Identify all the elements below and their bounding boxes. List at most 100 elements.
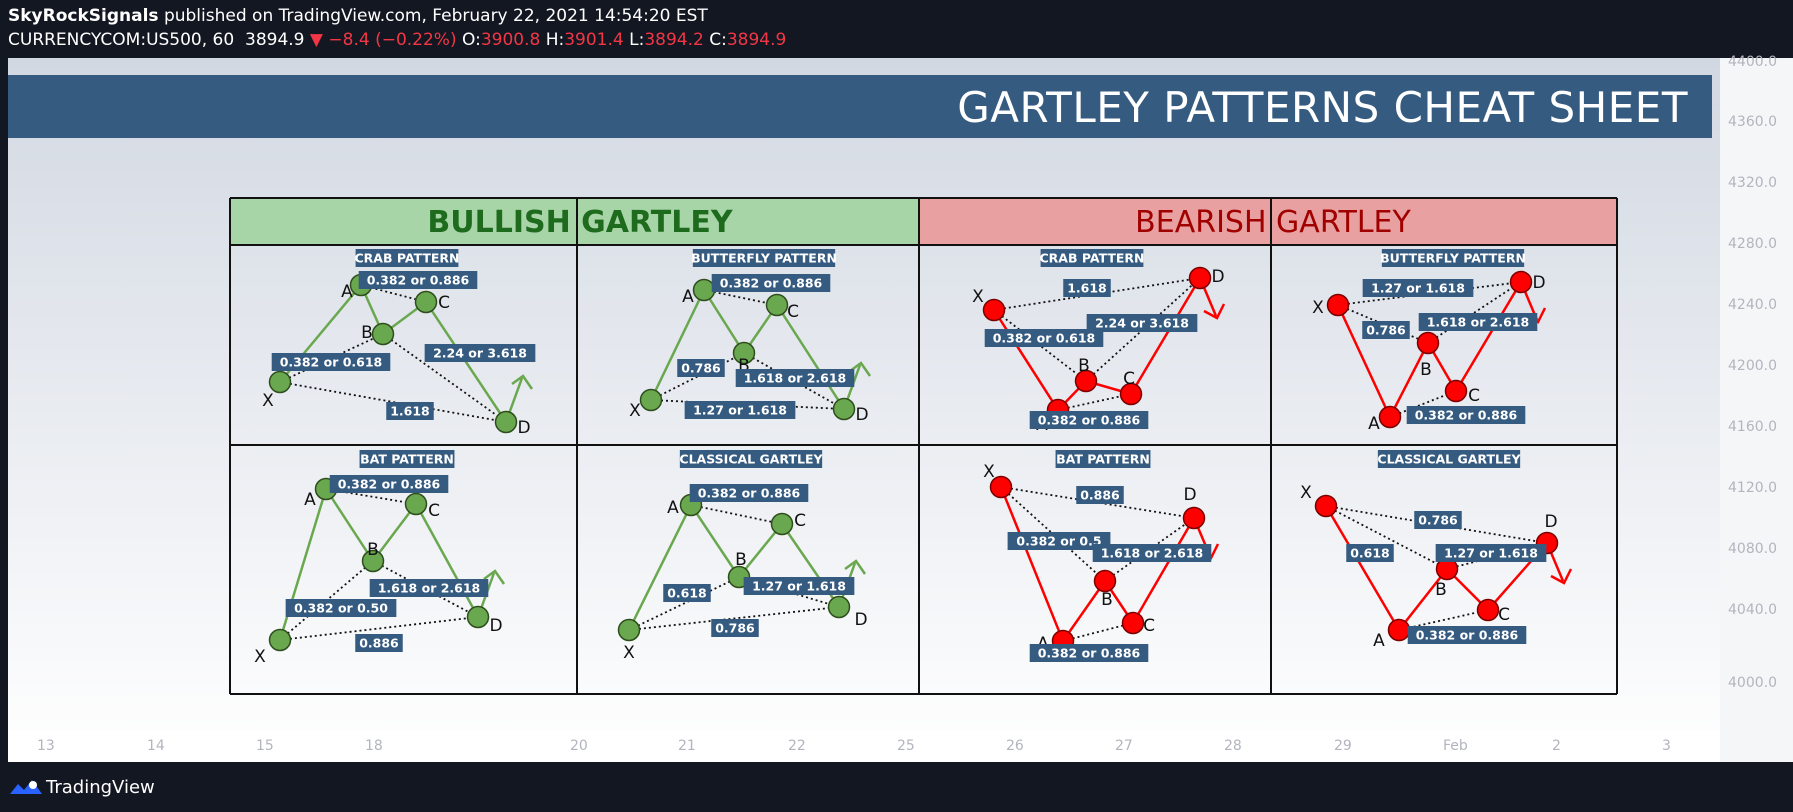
ratio-label-bg: [735, 369, 855, 387]
ratio-label-text: 0.786: [681, 361, 721, 376]
point-letter: B: [1420, 360, 1432, 380]
time-tick: 18: [365, 738, 383, 754]
close-value: 3894.9: [726, 30, 787, 50]
ratio-label-text: 0.786: [1418, 513, 1458, 528]
time-tick: 3: [1662, 738, 1671, 754]
point-letter: C: [428, 501, 440, 521]
ratio-label: 1.618 or 2.618: [1092, 544, 1212, 562]
ratio-label-bg: [329, 475, 449, 493]
footer-brand[interactable]: TradingView: [46, 777, 155, 798]
ratio-label-text: 1.27 or 1.618: [1444, 546, 1538, 561]
point-letter: A: [667, 498, 679, 518]
pattern-title-text: CRAB PATTERN: [354, 251, 459, 266]
pattern-node: [1119, 382, 1143, 406]
ratio-line: [1427, 281, 1522, 344]
ratio-label-bg: [1418, 313, 1538, 331]
ratio-label-text: 1.618 or 2.618: [744, 371, 847, 386]
pattern-node: [1182, 506, 1206, 530]
point-letter: X: [262, 391, 274, 411]
pattern-leg: [999, 486, 1196, 644]
publisher-name[interactable]: SkyRockSignals: [8, 6, 159, 26]
top-info-bar: SkyRockSignals published on TradingView.…: [0, 0, 1793, 58]
price-axis[interactable]: [1720, 58, 1793, 762]
ratio-line: [743, 352, 845, 410]
pattern-title: BAT PATTERN: [359, 450, 455, 468]
ratio-label-bg: [1092, 544, 1212, 562]
point-letter: C: [1143, 616, 1155, 636]
price-tick: 4000.0: [1728, 675, 1777, 691]
pattern-node: [1121, 611, 1145, 635]
up-arrow-icon: [511, 374, 534, 390]
ratio-line: [1337, 281, 1522, 306]
pattern-title-bg: [355, 249, 459, 267]
title-banner: GARTLEY PATTERNS CHEAT SHEET: [8, 75, 1712, 138]
point-letter: X: [623, 643, 635, 663]
ratio-label-text: 0.382 or 0.886: [367, 273, 470, 288]
symbol-label: CURRENCYCOM:US500, 60: [8, 30, 235, 50]
ratio-label-bg: [386, 402, 434, 420]
ratio-label-bg: [1362, 279, 1474, 297]
up-arrow-icon: [844, 559, 867, 575]
point-letter: D: [489, 616, 502, 636]
ratio-label-text: 0.382 or 0.886: [1415, 408, 1518, 423]
pattern-node: [732, 341, 756, 365]
point-letter: A: [304, 490, 316, 510]
pattern-title-text: CRAB PATTERN: [1039, 251, 1144, 266]
time-tick: 26: [1006, 738, 1024, 754]
ratio-label-bg: [1007, 532, 1111, 550]
point-letter: X: [972, 287, 984, 307]
ratio-label: 0.618: [663, 584, 711, 602]
ratio-label-bg: [677, 359, 725, 377]
pattern-node: [1314, 494, 1338, 518]
price-tick: 4160.0: [1728, 419, 1777, 435]
pattern-node: [1326, 293, 1350, 317]
point-letter: A: [682, 287, 694, 307]
time-tick: 2: [1552, 738, 1561, 754]
price-change: −8.4 (−0.22%): [328, 30, 457, 50]
ratio-line: [1389, 390, 1457, 418]
ratio-line: [1337, 304, 1429, 344]
ratio-label: 0.786: [677, 359, 725, 377]
pattern-node: [832, 397, 856, 421]
pattern-title-bg: [679, 450, 823, 468]
ratio-label: 2.24 or 3.618: [424, 344, 536, 362]
point-letter: D: [517, 418, 530, 438]
ratio-label: 0.382 or 0.886: [711, 274, 831, 292]
point-letter: X: [1312, 298, 1324, 318]
point-letter: D: [855, 405, 868, 425]
pattern-node: [414, 290, 438, 314]
time-axis[interactable]: [8, 730, 1720, 762]
pattern-node: [1378, 405, 1402, 429]
ratio-label-text: 0.382 or 0.618: [280, 355, 383, 370]
ratio-label: 0.382 or 0.618: [984, 329, 1104, 347]
ratio-label-text: 0.382 or 0.886: [1416, 628, 1519, 643]
last-price: 3894.9: [245, 30, 305, 50]
ratio-line: [279, 616, 479, 641]
point-letter: B: [1078, 356, 1090, 376]
ratio-line: [1062, 622, 1134, 642]
time-tick: 22: [788, 738, 806, 754]
ratio-label-bg: [663, 584, 711, 602]
ratio-label-bg: [1406, 406, 1526, 424]
ratio-label-text: 0.618: [667, 586, 707, 601]
ratio-line: [690, 504, 783, 525]
down-arrow-icon: [1550, 568, 1573, 585]
ratio-label: 2.24 or 3.618: [1086, 314, 1198, 332]
up-arrow-icon: [849, 361, 872, 377]
ratio-label: 1.618 or 2.618: [1418, 313, 1538, 331]
price-tick: 4360.0: [1728, 114, 1777, 130]
point-letter: D: [1183, 485, 1196, 505]
ratio-label: 0.382 or 0.886: [689, 484, 809, 502]
pattern-title: CRAB PATTERN: [1039, 249, 1145, 267]
ratio-label-text: 0.382 or 0.886: [698, 486, 801, 501]
ratio-label-text: 0.886: [359, 636, 399, 651]
tradingview-logo-icon: [10, 780, 42, 794]
down-arrow-icon: ▼: [309, 30, 323, 50]
pattern-title-text: BUTTERFLY PATTERN: [691, 251, 837, 266]
ratio-label: 0.786: [1362, 321, 1410, 339]
pattern-node: [989, 475, 1013, 499]
time-tick: 28: [1224, 738, 1242, 754]
point-letter: C: [794, 511, 806, 531]
time-tick: 27: [1115, 738, 1133, 754]
ratio-label: 0.886: [355, 634, 403, 652]
